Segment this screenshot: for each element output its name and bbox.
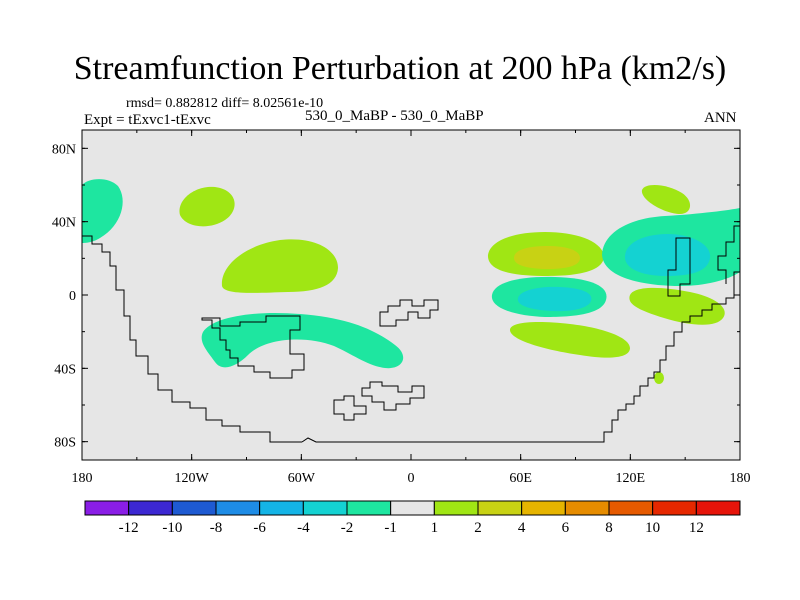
lon-tick-label: 180 <box>72 471 93 486</box>
lon-axis: 180 120W 60W 0 60E 120E 180 <box>72 130 751 486</box>
colorbar-swatch <box>346 500 392 516</box>
colorbar: -12 -10 -8 -6 -4 -2 -1 1 2 4 6 8 10 12 <box>84 500 741 536</box>
contour-neg-4 <box>517 286 592 312</box>
colorbar-swatch <box>695 500 741 516</box>
colorbar-swatch <box>259 500 304 516</box>
colorbar-swatch <box>477 500 523 516</box>
coast-south-america <box>201 315 305 379</box>
colorbar-label: -10 <box>162 520 182 536</box>
contour-neg-1 <box>82 179 123 243</box>
lat-tick-label: 80S <box>54 436 76 451</box>
contour-neg-2 <box>201 312 404 369</box>
coast-island-3 <box>333 395 367 421</box>
contour-pos-2 <box>221 239 338 293</box>
stats-label: rmsd= 0.882812 diff= 8.02561e-10 <box>126 96 324 111</box>
contour-pos-4 <box>514 246 580 269</box>
colorbar-label: 4 <box>518 520 526 536</box>
contour-pos-8 <box>654 372 664 384</box>
colorbar-label: -6 <box>253 520 266 536</box>
colorbar-swatch <box>390 500 435 516</box>
lon-tick-label: 180 <box>730 471 751 486</box>
colorbar-label: -2 <box>341 520 354 536</box>
colorbar-label: -8 <box>210 520 223 536</box>
colorbar-swatch <box>608 500 654 516</box>
season-label: ANN <box>704 110 737 126</box>
lon-tick-label: 0 <box>408 471 415 486</box>
colorbar-swatch <box>564 500 610 516</box>
lat-tick-label: 40S <box>54 362 76 377</box>
contour-pos-5 <box>510 322 630 358</box>
lon-tick-label: 120W <box>175 471 210 486</box>
colorbar-swatch <box>433 500 479 516</box>
colorbar-label: 1 <box>431 520 439 536</box>
coastlines <box>82 225 740 443</box>
colorbar-swatch <box>171 500 217 516</box>
period-label: 530_0_MaBP - 530_0_MaBP <box>305 108 484 124</box>
lat-tick-label: 80N <box>52 142 76 157</box>
plot-title: Streamfunction Perturbation at 200 hPa (… <box>73 50 727 87</box>
colorbar-swatch <box>652 500 697 516</box>
contour-pos-1 <box>179 186 235 227</box>
colorbar-swatch <box>215 500 261 516</box>
contour-fills <box>82 179 740 384</box>
coast-island-1 <box>379 299 439 327</box>
lon-tick-label: 60W <box>288 471 316 486</box>
coast-north-america <box>82 235 302 443</box>
contour-pos-6 <box>641 184 691 214</box>
colorbar-label: 12 <box>689 520 704 536</box>
lon-tick-label: 120E <box>616 471 646 486</box>
contour-neg-6 <box>624 234 711 276</box>
coast-asia <box>667 237 691 297</box>
lon-tick-label: 60E <box>509 471 532 486</box>
colorbar-swatch <box>521 500 566 516</box>
coast-antarctica <box>301 271 740 443</box>
coast-island-2 <box>361 381 425 411</box>
colorbar-label: 2 <box>474 520 482 536</box>
colorbar-swatch <box>302 500 348 516</box>
experiment-label: Expt = tExvc1-tExvc <box>84 112 211 128</box>
lat-tick-label: 40N <box>52 216 76 231</box>
colorbar-swatch <box>128 500 173 516</box>
colorbar-label: -4 <box>297 520 310 536</box>
colorbar-label: -12 <box>119 520 139 536</box>
lat-axis: 80N 40N 0 40S 80S <box>52 142 740 451</box>
colorbar-label: 6 <box>562 520 570 536</box>
lat-tick-label: 0 <box>69 289 76 304</box>
colorbar-label: -1 <box>384 520 397 536</box>
colorbar-label: 8 <box>605 520 613 536</box>
coast-asia-east <box>717 225 740 284</box>
colorbar-swatch <box>84 500 130 516</box>
colorbar-label: 10 <box>645 520 660 536</box>
